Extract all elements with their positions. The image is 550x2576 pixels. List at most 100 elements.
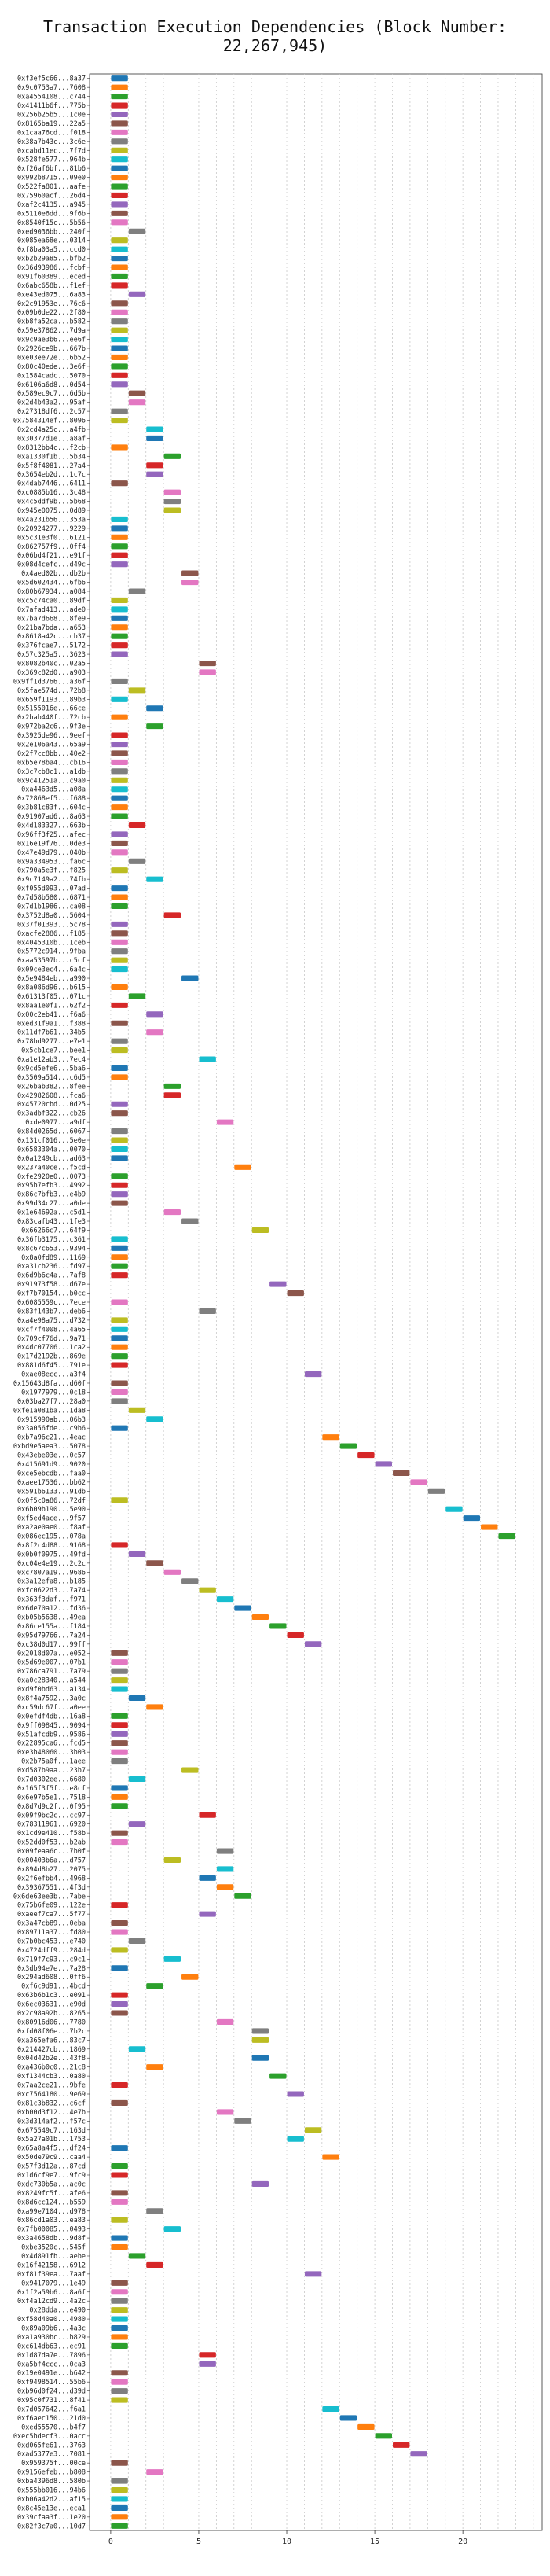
task-bar — [163, 1092, 182, 1098]
task-bar — [111, 183, 128, 190]
y-tick-label: 0x80916d06...7780 — [17, 2018, 86, 2026]
y-tick-label: 0xa4554108...c744 — [17, 94, 86, 101]
task-bar — [111, 1380, 128, 1386]
task-bar — [163, 912, 182, 918]
task-bar — [146, 1983, 163, 1989]
y-tick-label: 0xf8ba03a5...ccd0 — [17, 246, 86, 254]
task-bar — [146, 2208, 163, 2214]
y-tick-label: 0x86ce155a...f184 — [17, 1623, 86, 1631]
y-tick-label: 0x5d69e007...07b1 — [17, 1659, 86, 1667]
task-bar — [146, 723, 163, 730]
y-tick-label: 0x8f2c4d88...9168 — [17, 1542, 86, 1550]
y-tick-label: 0x0f5c0a86...72df — [17, 1497, 86, 1505]
y-tick-label: 0x7fb00085...0493 — [17, 2226, 86, 2234]
y-tick-label: 0xe03ee72e...6b52 — [17, 354, 86, 362]
y-tick-label: 0xa4463d5...a08a — [21, 786, 86, 794]
task-bar — [234, 2118, 251, 2124]
y-tick-label: 0x2f6efbb4...4968 — [17, 1875, 86, 1882]
y-tick-label: 0xed9036bb...240f — [17, 228, 86, 236]
y-tick-label: 0xdc730b5a...ac0c — [17, 2180, 86, 2188]
y-tick-label: 0x3a12efa8...b185 — [17, 1578, 86, 1586]
task-bar — [111, 1182, 128, 1188]
task-bar — [111, 2010, 128, 2016]
task-bar — [111, 1299, 128, 1305]
y-tick-label: 0x5a27a01b...1753 — [17, 2136, 86, 2144]
task-bar — [111, 750, 128, 756]
y-tick-label: 0x78bd9277...e7e1 — [17, 1038, 86, 1046]
y-tick-label: 0x3db94e7e...7a28 — [17, 1965, 86, 1973]
y-tick-label: 0x5110e6dd...9f6b — [17, 210, 86, 218]
task-bar — [182, 1767, 199, 1773]
y-tick-label: 0x131cf016...5e0e — [17, 1137, 86, 1145]
task-bar — [111, 615, 128, 621]
task-bar — [111, 480, 128, 487]
task-bar — [182, 570, 199, 576]
y-tick-label: 0xf3ef5c66...8a37 — [17, 75, 86, 83]
y-tick-label: 0x3509a514...c6d5 — [17, 1074, 86, 1082]
task-bar — [163, 499, 182, 505]
task-bar — [199, 669, 216, 675]
task-bar — [111, 1992, 128, 1998]
y-tick-label: 0xce5ebcdb...faa0 — [17, 1470, 86, 1478]
y-tick-label: 0xa5bf4ccc...0ca3 — [17, 2361, 86, 2368]
y-tick-label: 0x862757f9...0ff4 — [17, 543, 86, 551]
task-bar — [111, 237, 128, 244]
task-bar — [216, 2109, 234, 2115]
y-tick-label: 0xaee17536...bb62 — [17, 1479, 86, 1487]
y-tick-label: 0x5f8f4081...27a4 — [17, 462, 86, 470]
y-tick-label: 0x591b6133...91db — [17, 1488, 86, 1496]
task-bar — [111, 2486, 128, 2493]
y-tick-label: 0x2018d07a...e052 — [17, 1650, 86, 1658]
task-bar — [111, 759, 128, 765]
task-bar — [339, 1443, 358, 1449]
y-tick-label: 0x83f143b7...deb6 — [17, 1308, 86, 1316]
y-tick-label: 0x4aed02b...db2b — [21, 570, 86, 578]
task-bar — [163, 1956, 182, 1962]
y-tick-label: 0xc04e4e19...2c2c — [17, 1560, 86, 1568]
task-bar — [358, 2423, 375, 2430]
x-tick-label: 20 — [458, 2537, 468, 2546]
y-tick-label: 0x1977979...0c18 — [21, 1389, 86, 1397]
y-tick-label: 0x39cfaa3f...1e20 — [17, 2514, 86, 2522]
task-bar — [111, 1155, 128, 1161]
task-bar — [111, 1830, 128, 1836]
task-bar — [163, 2226, 182, 2232]
y-tick-label: 0x6de63ee3b...7abe — [13, 1893, 86, 1901]
task-bar — [111, 777, 128, 783]
y-tick-label: 0x8082b40c...02a5 — [17, 661, 86, 668]
task-bar — [182, 579, 199, 586]
y-tick-label: 0x0efdf4db...16a8 — [17, 1713, 86, 1720]
task-bar — [111, 696, 128, 702]
y-tick-label: 0x256b25b5...1c0e — [17, 111, 86, 119]
task-bar — [111, 363, 128, 370]
task-bar — [111, 345, 128, 351]
task-bar — [111, 264, 128, 270]
y-tick-label: 0xa1e12ab3...7ec4 — [17, 1056, 86, 1064]
y-tick-label: 0xb7a96c21...4eac — [17, 1434, 86, 1442]
y-tick-label: 0xc5c74ca0...89df — [17, 597, 86, 605]
task-bar — [111, 309, 128, 315]
y-tick-label: 0x4a231b56...353a — [17, 516, 86, 524]
task-bar — [111, 2217, 128, 2223]
task-bar — [182, 1218, 199, 1224]
task-bar — [111, 966, 128, 973]
task-bar — [410, 1479, 427, 1485]
task-bar — [234, 1893, 251, 1899]
y-tick-label: 0xfe2920e0...0073 — [17, 1173, 86, 1181]
y-tick-label: 0x00c2eb41...f6a6 — [17, 1011, 86, 1019]
task-bar — [111, 2235, 128, 2241]
y-tick-label: 0x9ff09845...9094 — [17, 1722, 86, 1730]
y-tick-label: 0x80b67934...a084 — [17, 588, 86, 596]
y-tick-label: 0x786ca791...7a79 — [17, 1668, 86, 1676]
y-tick-label: 0xa1a930bc...b829 — [17, 2334, 86, 2342]
task-bar — [111, 2324, 128, 2331]
task-bar — [111, 849, 128, 856]
task-bar — [304, 1371, 322, 1378]
task-bar — [111, 597, 128, 603]
task-bar — [287, 1632, 304, 1638]
task-bar — [146, 876, 163, 882]
task-bar — [111, 1794, 128, 1800]
y-tick-label: 0x3d314af2...f57c — [17, 2118, 86, 2125]
task-bar — [111, 2243, 128, 2250]
